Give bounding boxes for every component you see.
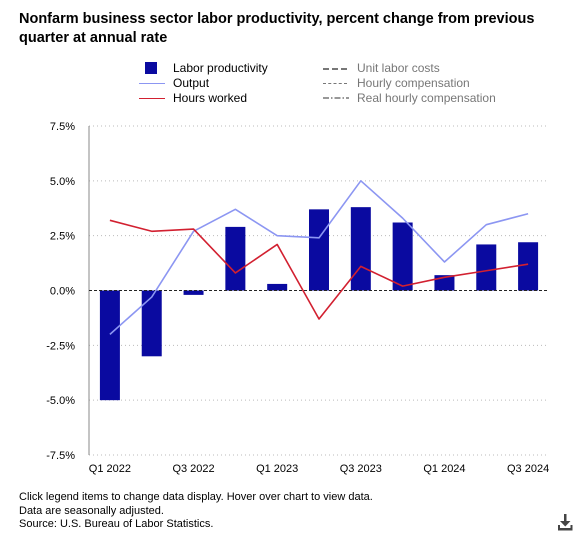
x-tick-label: Q3 2022	[172, 463, 214, 475]
legend-swatch-bar	[145, 62, 157, 74]
y-tick-label: -5.0%	[46, 395, 75, 407]
legend-label: Labor productivity	[173, 61, 268, 75]
y-tick-label: 0.0%	[50, 286, 75, 298]
bar-labor-productivity[interactable]	[518, 242, 539, 291]
x-tick-label: Q1 2023	[256, 463, 298, 475]
chart-title: Nonfarm business sector labor productivi…	[19, 11, 535, 46]
y-tick-label: 7.5%	[50, 121, 75, 133]
bar-labor-productivity[interactable]	[476, 244, 497, 291]
legend-label: Unit labor costs	[357, 61, 440, 75]
download-icon[interactable]	[555, 512, 575, 532]
bar-labor-productivity[interactable]	[141, 290, 162, 357]
legend-swatch-line	[139, 83, 165, 84]
y-tick-label: -7.5%	[46, 450, 75, 462]
line-output[interactable]	[109, 180, 529, 335]
footer-source: Source: U.S. Bureau of Labor Statistics.	[19, 518, 214, 530]
bar-labor-productivity[interactable]	[309, 209, 329, 291]
legend-label: Real hourly compensation	[357, 91, 496, 105]
legend-label: Hours worked	[173, 91, 248, 105]
x-tick-label: Q3 2024	[507, 463, 549, 475]
y-tick-label: 5.0%	[50, 176, 75, 188]
footer-instructions: Click legend items to change data displa…	[19, 491, 373, 503]
legend-label: Hourly compensation	[357, 76, 470, 90]
line-hours-worked[interactable]	[109, 219, 529, 320]
legend-swatch-line	[139, 98, 165, 99]
y-tick-label: 2.5%	[50, 231, 75, 243]
legend-label: Output	[173, 76, 210, 90]
footer-seasonal-note: Data are seasonally adjusted.	[19, 504, 164, 517]
legend-swatch-dash	[323, 83, 347, 84]
bar-labor-productivity[interactable]	[183, 290, 204, 295]
legend-swatch-dash	[323, 68, 347, 70]
bar-labor-productivity[interactable]	[350, 207, 371, 291]
bar-labor-productivity[interactable]	[225, 226, 246, 291]
bar-labor-productivity[interactable]	[99, 290, 120, 401]
x-tick-label: Q3 2023	[340, 463, 382, 475]
x-tick-label: Q1 2024	[423, 463, 465, 475]
bar-labor-productivity[interactable]	[267, 283, 288, 291]
bar-labor-productivity[interactable]	[392, 222, 413, 291]
y-tick-label: -2.5%	[46, 340, 75, 352]
footer-notes: Click legend items to change data displa…	[19, 491, 373, 532]
x-tick-label: Q1 2022	[89, 463, 131, 475]
